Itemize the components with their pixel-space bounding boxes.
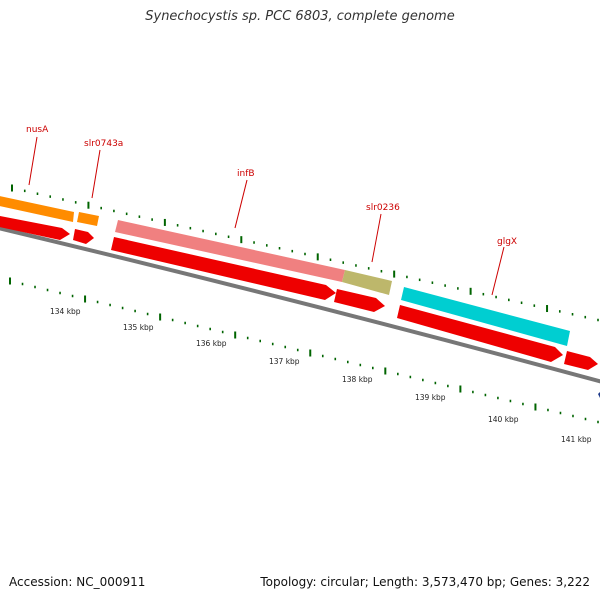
cds-arrow-next [564, 351, 598, 370]
cds-arrow-glgX [397, 305, 563, 362]
gene-bar-slr0743a [77, 212, 99, 226]
callout-line [91, 149, 101, 199]
genome-summary-text: Topology: circular; Length: 3,573,470 bp… [260, 575, 590, 589]
cds-arrow-slr0743a [73, 229, 94, 244]
backbone-arc [0, 226, 600, 384]
callout-line [234, 179, 248, 229]
cds-arrow-slr0236 [334, 289, 385, 312]
gene-bar-glgX [401, 287, 570, 346]
gene-label-slr0236: slr0236 [366, 203, 400, 213]
callout-line [491, 246, 505, 296]
gene-bar-nusA [0, 196, 74, 222]
kbp-label: 139 kbp [415, 393, 446, 402]
kbp-label: 137 kbp [269, 357, 300, 366]
gene-label-nusA: nusA [26, 125, 49, 135]
gene-bar-slr0236 [342, 270, 392, 295]
lower-tick-row [9, 277, 599, 424]
upper-tick-row [11, 184, 599, 322]
kbp-label: 141 kbp [561, 435, 592, 444]
accession-text: Accession: NC_000911 [9, 575, 146, 589]
gene-bar-infB [115, 220, 345, 282]
kbp-label: 140 kbp [488, 415, 519, 424]
gene-callout-nusA: nusA [26, 125, 49, 186]
kbp-label: 135 kbp [123, 323, 154, 332]
gene-label-slr0743a: slr0743a [84, 139, 123, 149]
map-title: Synechocystis sp. PCC 6803, complete gen… [145, 9, 455, 24]
kbp-label: 138 kbp [342, 375, 373, 384]
gene-callout-glgX: glgX [491, 237, 517, 296]
gene-callout-slr0236: slr0236 [366, 203, 400, 263]
gene-label-glgX: glgX [497, 237, 517, 247]
cds-arrow-nusA [0, 215, 70, 240]
callout-line [371, 213, 382, 263]
kbp-label: 134 kbp [50, 307, 81, 316]
cds-arrow-infB [111, 237, 336, 300]
gene-callout-slr0743a: slr0743a [84, 139, 123, 199]
gene-callout-infB: infB [234, 169, 255, 229]
callout-line [28, 136, 38, 186]
kbp-label: 136 kbp [196, 339, 227, 348]
gene-label-infB: infB [237, 169, 255, 179]
